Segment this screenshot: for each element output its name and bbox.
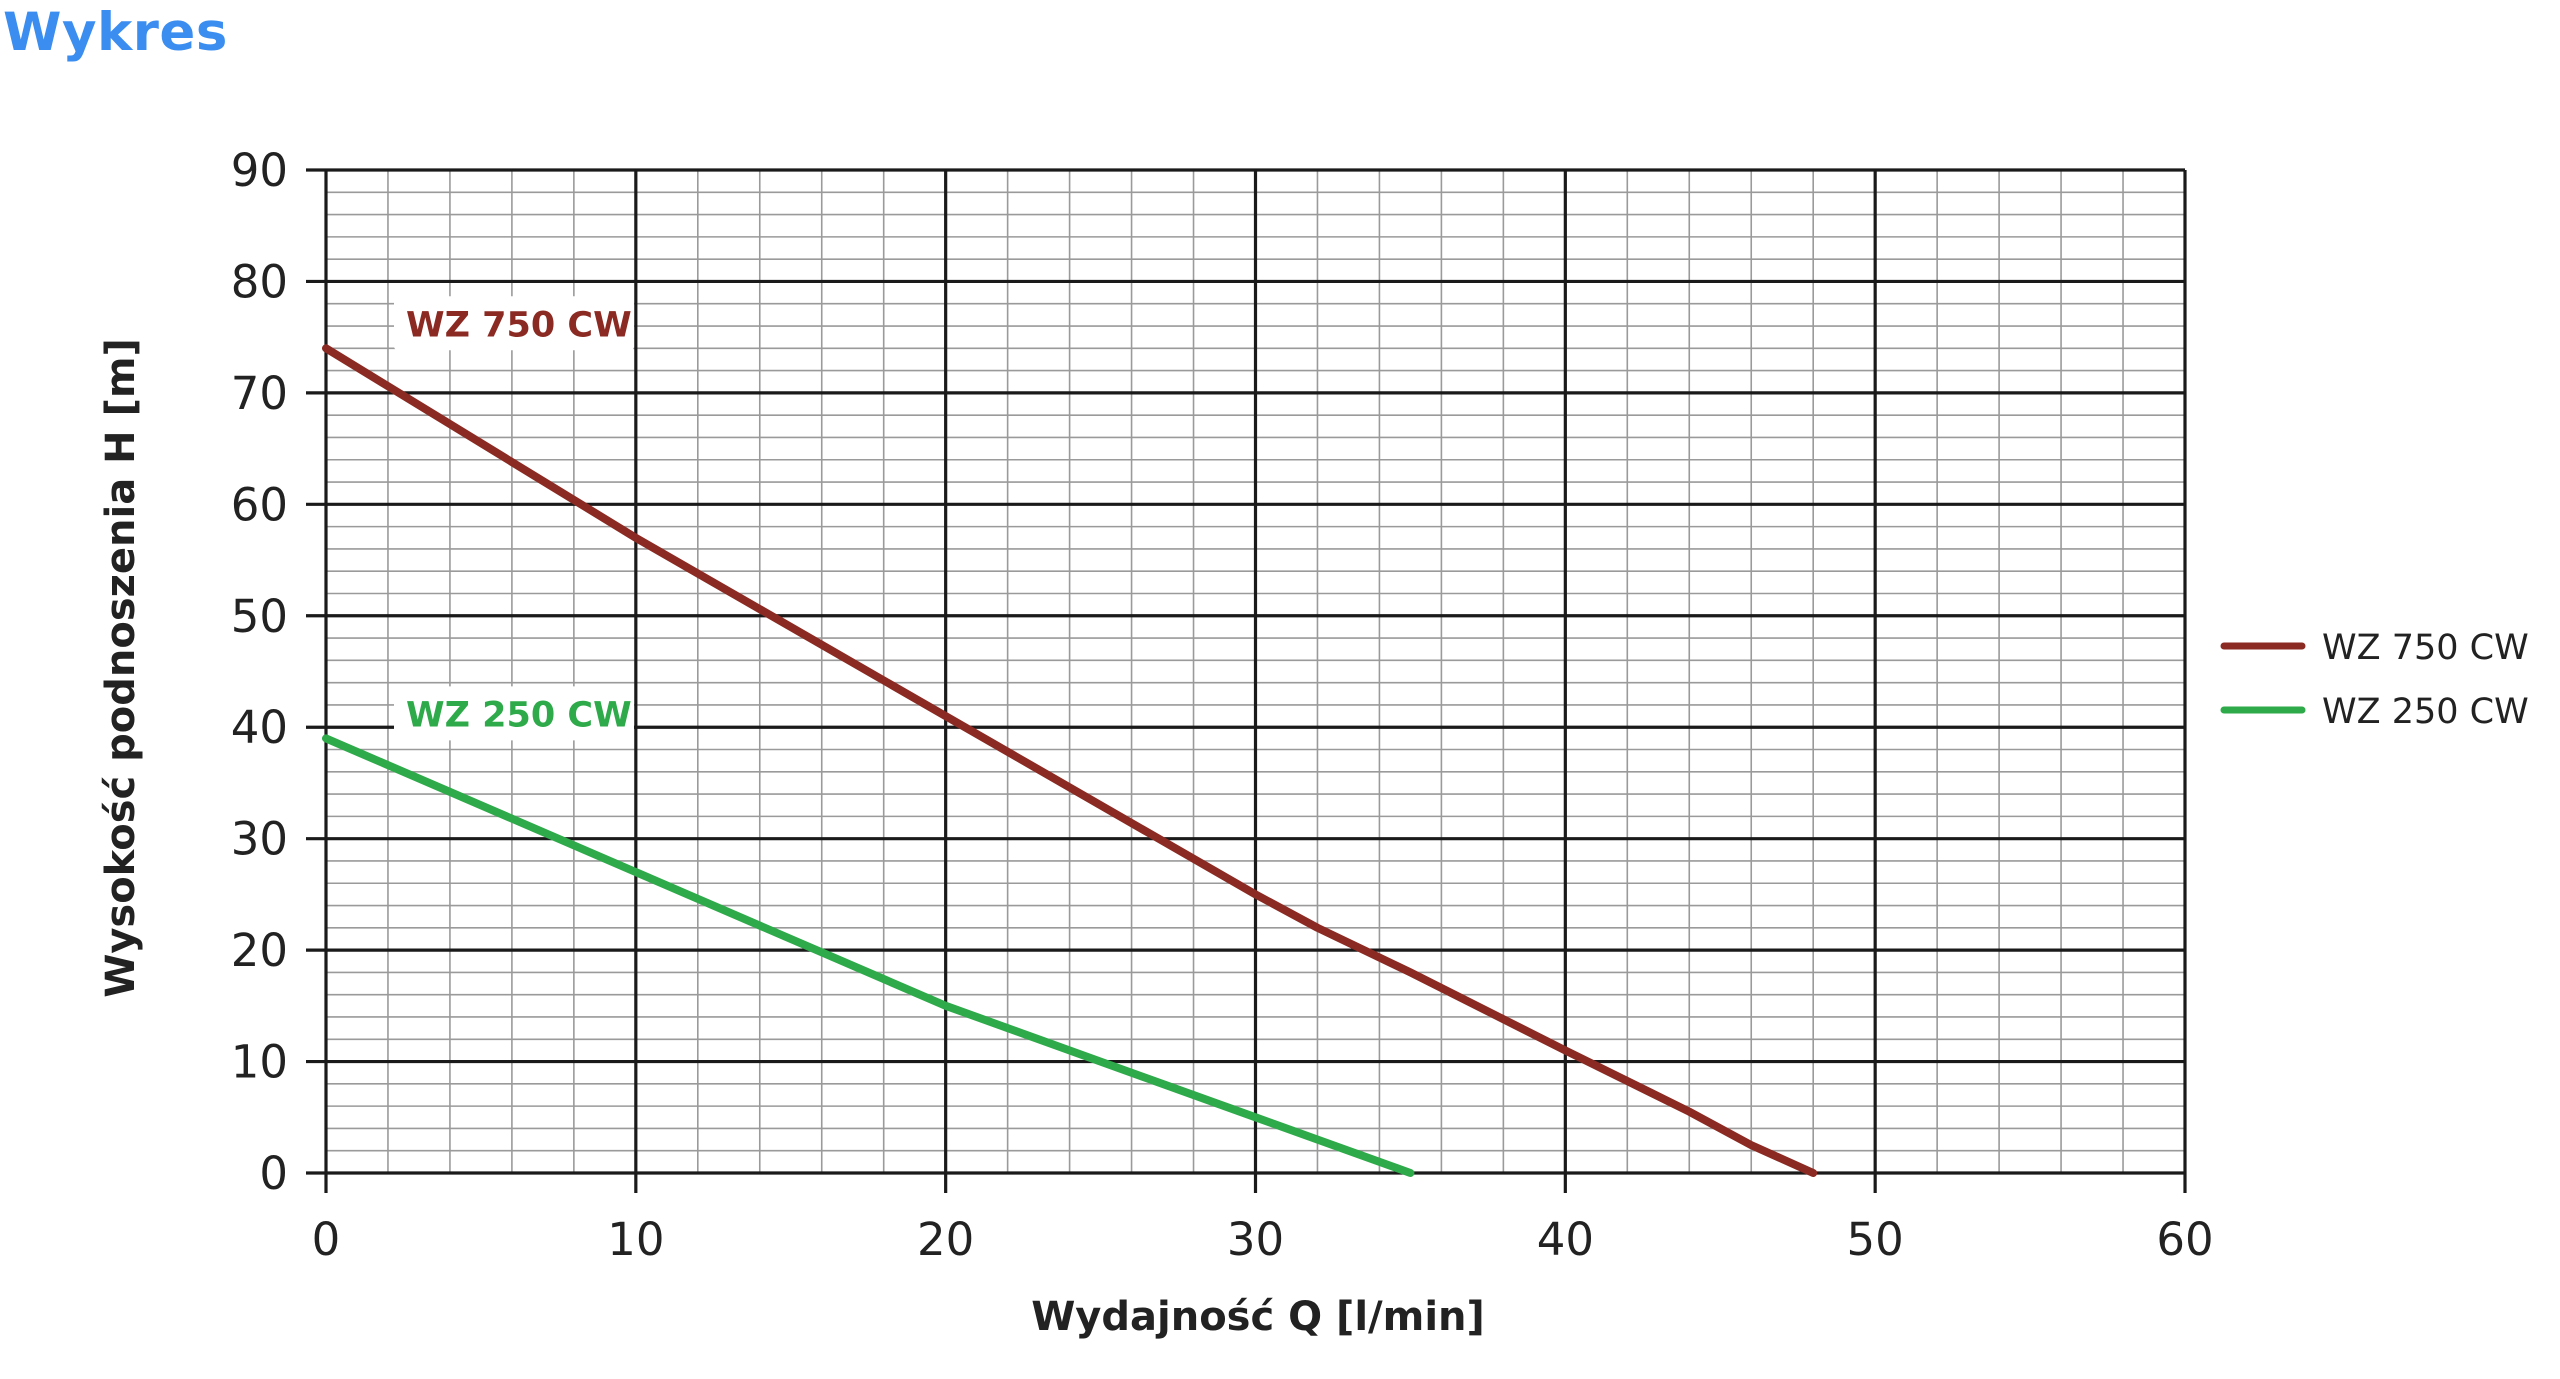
x-tick-label: 50 xyxy=(1847,1213,1904,1266)
y-axis-ticks: 0 10 20 30 40 50 60 70 80 90 xyxy=(231,144,288,1200)
y-axis-label: Wysokość podnoszenia H [m] xyxy=(98,338,144,998)
y-tick-label: 70 xyxy=(231,367,288,420)
y-tick-label: 0 xyxy=(259,1147,288,1200)
curve-label-background xyxy=(394,296,634,351)
legend-label: WZ 250 CW xyxy=(2322,692,2529,732)
y-tick-label: 20 xyxy=(231,924,288,977)
y-tick-label: 60 xyxy=(231,478,288,531)
y-tick-label: 30 xyxy=(231,813,288,866)
y-tick-label: 80 xyxy=(231,255,288,308)
y-tick-label: 10 xyxy=(231,1036,288,1089)
curve-labels: WZ 750 CW WZ 250 CW xyxy=(394,296,634,741)
curve-label: WZ 250 CW xyxy=(406,695,632,735)
series-lines xyxy=(322,344,1818,1177)
series-line xyxy=(322,344,1818,1177)
x-tick-label: 30 xyxy=(1227,1213,1284,1266)
y-tick-label: 50 xyxy=(231,590,288,643)
x-tick-label: 60 xyxy=(2156,1213,2213,1266)
x-tick-label: 0 xyxy=(312,1213,341,1266)
x-tick-label: 10 xyxy=(607,1213,664,1266)
y-tick-label: 40 xyxy=(231,701,288,754)
page-title: Wykres xyxy=(3,2,228,63)
x-axis-label: Wydajność Q [l/min] xyxy=(1031,1294,1485,1340)
x-axis-ticks: 0 10 20 30 40 50 60 xyxy=(312,1213,2214,1266)
x-tick-label: 40 xyxy=(1537,1213,1594,1266)
legend: WZ 750 CW WZ 250 CW xyxy=(2220,628,2529,732)
y-tick-label: 90 xyxy=(231,144,288,197)
curve-label: WZ 750 CW xyxy=(406,305,632,345)
grid xyxy=(306,168,2187,1193)
curve-label-background xyxy=(394,686,634,741)
legend-label: WZ 750 CW xyxy=(2322,628,2529,668)
x-tick-label: 20 xyxy=(917,1213,974,1266)
series-line xyxy=(322,734,1415,1177)
